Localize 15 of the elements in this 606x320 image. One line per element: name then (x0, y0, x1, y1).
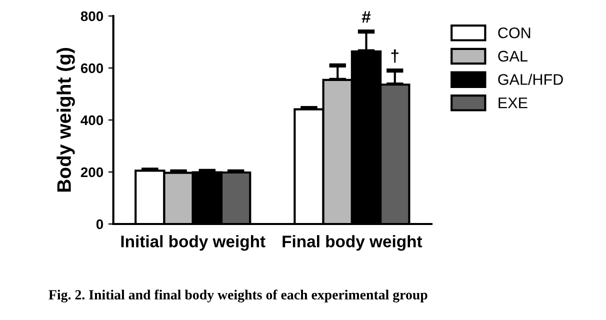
data-label: # (362, 11, 371, 23)
x-tick-label: Initial body weight (121, 235, 266, 251)
caption: Fig. 2. Initial and final body weights of each experimental group (48, 290, 428, 302)
y-axis-title: Body weight (g) (56, 48, 75, 192)
legend-label: GAL/HFD (498, 74, 563, 85)
legend-label: CON (498, 27, 530, 38)
y-tick-label: 200 (80, 167, 104, 178)
y-tick-label: 400 (80, 115, 104, 126)
y-tick-label: 800 (80, 11, 104, 22)
x-tick-label: Final body weight (282, 235, 422, 251)
legend-label: GAL (498, 50, 528, 62)
y-tick-label: 600 (80, 63, 104, 74)
y-tick-label: 0 (96, 219, 104, 230)
data-label: † (391, 50, 398, 63)
legend-label: EXE (498, 98, 528, 108)
